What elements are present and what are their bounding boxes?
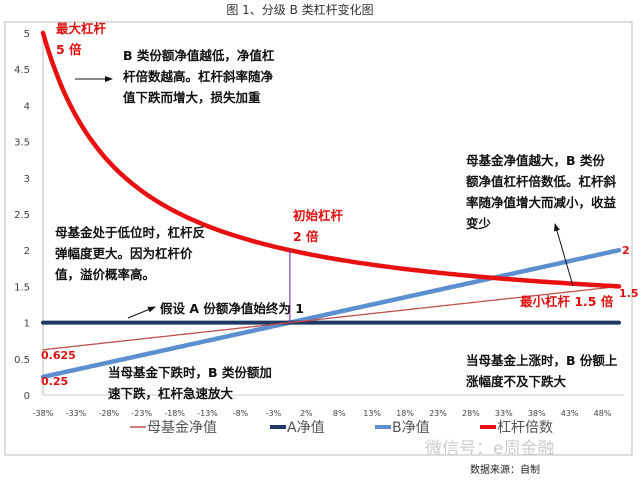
x-tick-label: -13% — [197, 409, 218, 418]
x-tick-label: 8% — [333, 409, 346, 418]
x-tick-label: -23% — [131, 409, 152, 418]
y-tick-label: 3 — [24, 174, 30, 185]
x-tick-label: 28% — [462, 409, 480, 418]
x-tick-label: -3% — [266, 409, 282, 418]
arrow-note-right — [554, 223, 574, 287]
chart-title: 图 1、分级 B 类杠杆变化图 — [226, 2, 373, 17]
note-left: 母基金处于低位时，杠杆反弹幅度更大。因为杠杆价值，溢价概率高。 — [55, 225, 206, 282]
x-tick-label: -28% — [98, 409, 119, 418]
x-tick-label: -38% — [33, 409, 54, 418]
label-1-5: 1.5 — [619, 287, 639, 300]
series-line-3 — [40, 30, 622, 289]
x-tick-label: 18% — [396, 409, 414, 418]
y-tick-label: 0 — [24, 391, 30, 402]
x-tick-label: 2% — [300, 409, 313, 418]
x-tick-label: -8% — [233, 409, 249, 418]
min-leverage-label: 最小杠杆 1.5 倍 — [520, 294, 614, 309]
note-bottom-right: 当母基金上涨时，B 份额上涨幅度不及下跌大 — [466, 353, 618, 389]
y-tick-label: 1.5 — [14, 282, 30, 293]
x-tick-label: 38% — [528, 409, 546, 418]
max-leverage-label: 最大杠杆 5 倍 — [56, 21, 107, 57]
x-tick-label: 48% — [594, 409, 612, 418]
x-tick-label: -18% — [164, 409, 185, 418]
arrow-note-a — [127, 306, 156, 319]
label-0625: 0.625 — [41, 349, 76, 362]
source-note: 数据来源：自制 — [470, 465, 540, 476]
note-right: 母基金净值越大，B 类份额净值杠杆倍数低。杠杆斜率随净值增大而减小，收益变少 — [466, 153, 617, 231]
y-tick-label: 2.5 — [14, 210, 30, 221]
legend-label: B净值 — [392, 420, 430, 436]
y-tick-label: 5 — [24, 29, 30, 40]
x-tick-label: 23% — [429, 409, 447, 418]
label-025: 0.25 — [41, 375, 69, 388]
y-tick-label: 3.5 — [14, 138, 30, 149]
x-tick-label: 43% — [561, 409, 579, 418]
legend-label: 母基金净值 — [147, 419, 217, 436]
y-tick-label: 4 — [24, 101, 30, 112]
watermark: 微信号：e周金融 — [425, 439, 555, 459]
y-tick-label: 0.5 — [14, 355, 30, 366]
series-line-0 — [42, 285, 620, 351]
note-bottom-left: 当母基金下跌时，B 类份额加速下跌，杠杆急速放大 — [108, 365, 272, 401]
x-tick-label: 13% — [363, 409, 381, 418]
initial-leverage-label: 初始杠杆 2 倍 — [293, 208, 344, 244]
chart-frame — [4, 21, 633, 456]
legend-label: A净值 — [287, 420, 325, 436]
legend-label: 杠杆倍数 — [497, 420, 553, 436]
x-tick-label: -33% — [66, 409, 87, 418]
note-top: B 类份额净值越低，净值杠杆倍数越高。杠杆斜率随净值下跌而增大，损失加重 — [123, 48, 275, 105]
y-tick-label: 2 — [24, 246, 30, 257]
note-a: 假设 A 份额净值始终为 1 — [160, 301, 304, 316]
y-tick-label: 4.5 — [14, 65, 30, 76]
series-line-2 — [40, 247, 622, 380]
x-tick-label: 33% — [495, 409, 513, 418]
label-2: 2 — [622, 244, 630, 257]
y-tick-label: 1 — [24, 319, 30, 330]
